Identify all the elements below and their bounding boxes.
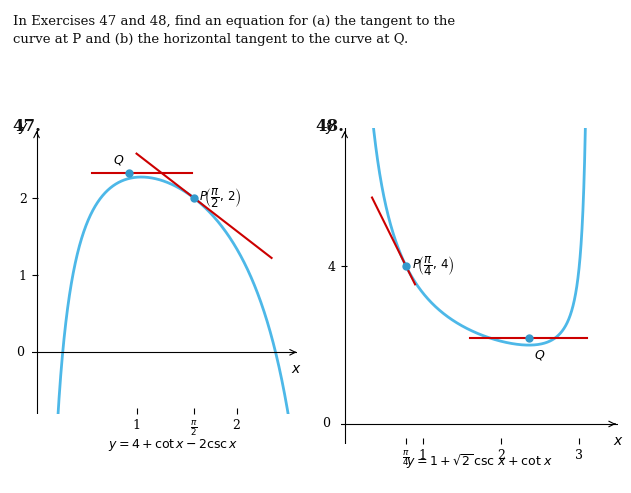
Text: $x$: $x$ <box>613 434 623 448</box>
Text: $y$: $y$ <box>18 121 28 136</box>
Text: $Q$: $Q$ <box>534 348 545 362</box>
Text: $Q$: $Q$ <box>113 153 124 167</box>
Text: $P\!\left(\dfrac{\pi}{2},\,2\right)$: $P\!\left(\dfrac{\pi}{2},\,2\right)$ <box>199 186 241 210</box>
Text: 0: 0 <box>322 418 331 430</box>
Text: 48.: 48. <box>316 118 345 135</box>
Text: $P\!\left(\dfrac{\pi}{4},\,4\right)$: $P\!\left(\dfrac{\pi}{4},\,4\right)$ <box>412 254 455 278</box>
Text: $y$: $y$ <box>324 121 335 136</box>
Text: In Exercises 47 and 48, find an equation for (a) the tangent to the
curve at P a: In Exercises 47 and 48, find an equation… <box>13 15 455 46</box>
Text: $x$: $x$ <box>292 361 302 376</box>
Text: 47.: 47. <box>13 118 42 135</box>
Text: 0: 0 <box>16 346 25 359</box>
Text: $y = 1 + \sqrt{2}\,\csc\,x + \cot\,x$: $y = 1 + \sqrt{2}\,\csc\,x + \cot\,x$ <box>406 452 553 471</box>
Text: $y = 4 + \cot x - 2\csc x$: $y = 4 + \cot x - 2\csc x$ <box>108 437 239 453</box>
